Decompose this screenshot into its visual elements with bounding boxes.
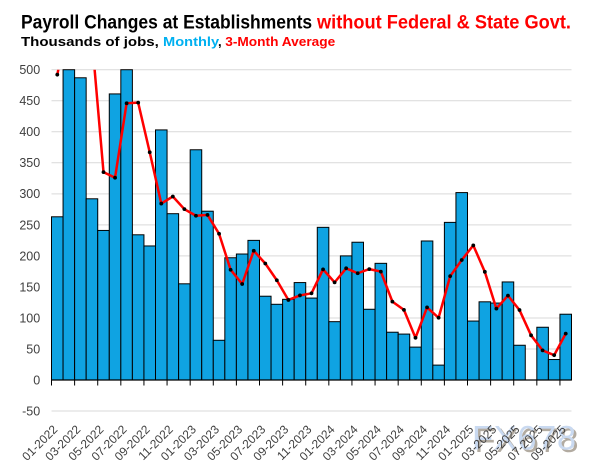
svg-text:250: 250 <box>19 218 40 232</box>
svg-text:450: 450 <box>19 94 40 108</box>
svg-text:100: 100 <box>19 311 40 325</box>
svg-text:-50: -50 <box>22 404 40 418</box>
svg-text:Payroll Changes at Establishme: Payroll Changes at Establishments withou… <box>21 12 571 34</box>
svg-text:300: 300 <box>19 187 40 201</box>
svg-text:FX678: FX678 <box>475 422 579 460</box>
svg-text:FX678: FX678 <box>472 420 576 458</box>
svg-text:500: 500 <box>19 63 40 77</box>
svg-text:400: 400 <box>19 125 40 139</box>
svg-text:150: 150 <box>19 280 40 294</box>
svg-text:0: 0 <box>33 373 40 387</box>
svg-text:200: 200 <box>19 249 40 263</box>
svg-text:50: 50 <box>26 342 40 356</box>
svg-text:Thousands of jobs, Monthly, 3-: Thousands of jobs, Monthly, 3-Month Aver… <box>21 34 335 49</box>
svg-text:350: 350 <box>19 156 40 170</box>
